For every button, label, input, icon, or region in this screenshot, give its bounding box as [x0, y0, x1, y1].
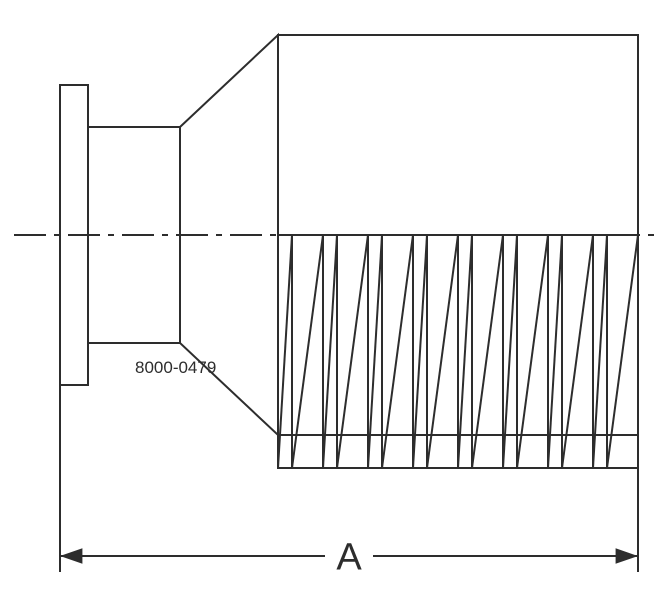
technical-drawing: 8000-0479 A: [0, 0, 660, 600]
thread-hatching: [278, 235, 638, 468]
arrowhead-left-icon: [60, 548, 82, 563]
dimension-label: A: [336, 536, 362, 578]
part-number: 8000-0479: [135, 358, 216, 377]
arrowhead-right-icon: [616, 548, 638, 563]
